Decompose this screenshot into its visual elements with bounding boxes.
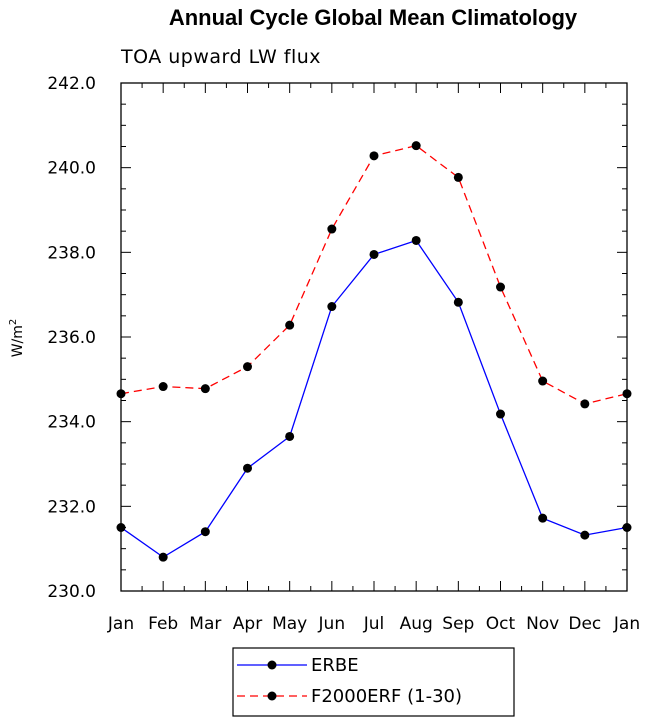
series-marker-1 (285, 320, 295, 330)
x-tick-label: Jan (107, 614, 134, 634)
plot-frame (120, 82, 628, 592)
series-marker-0 (453, 297, 463, 307)
chart-title: Annual Cycle Global Mean Climatology (169, 5, 578, 30)
series-marker-1 (243, 362, 252, 372)
x-tick-label: Nov (526, 614, 559, 634)
series-line-1 (120, 144, 628, 405)
y-tick-label: 230.0 (47, 582, 96, 602)
legend-label-f2000erf: F2000ERF (1-30) (311, 686, 462, 707)
series-marker-0 (200, 527, 210, 537)
x-tick-label: Aug (400, 614, 433, 634)
series-marker-1 (158, 382, 168, 392)
legend-marker-erbe (267, 660, 277, 670)
x-tick-label: Mar (189, 614, 221, 634)
chart-subtitle: TOA upward LW flux (120, 46, 321, 68)
series-marker-0 (243, 463, 252, 473)
x-tick-label: Sep (442, 614, 474, 634)
series-marker-1 (538, 376, 548, 386)
series-marker-1 (496, 282, 505, 292)
y-tick-label: 234.0 (47, 413, 96, 433)
y-tick-labels: 230.0 232.0 234.0 236.0 238.0 240.0 242.0 (47, 74, 96, 602)
x-tick-labels: Jan Feb Mar Apr May Jun Jul Aug Sep Oct Nov Dec Jan (107, 614, 640, 634)
legend-box (232, 647, 515, 717)
y-tick-label: 236.0 (47, 328, 96, 348)
series-marker-0 (285, 431, 295, 441)
series-marker-0 (158, 552, 168, 562)
y-tick-label: 232.0 (47, 497, 96, 517)
x-tick-label: Jan (613, 614, 640, 634)
x-tick-label: Apr (233, 614, 262, 634)
axis-ticks (120, 82, 628, 592)
legend: ERBE F2000ERF (1-30) (232, 647, 515, 717)
legend-label-erbe: ERBE (311, 655, 359, 676)
series-marker-1 (369, 151, 379, 161)
x-tick-label: Oct (486, 614, 516, 634)
series-marker-0 (327, 302, 337, 312)
x-tick-label: May (272, 614, 307, 634)
series-marker-0 (411, 235, 421, 245)
y-tick-label: 242.0 (47, 74, 96, 94)
series-marker-0 (369, 249, 379, 259)
series-line-0 (120, 239, 628, 558)
x-tick-label: Jun (318, 614, 346, 634)
series-marker-1 (411, 141, 421, 151)
y-tick-label: 240.0 (47, 159, 96, 179)
series-marker-1 (327, 224, 337, 234)
series-marker-1 (200, 384, 210, 394)
series-marker-0 (538, 513, 548, 523)
x-tick-label: Dec (568, 614, 601, 634)
x-tick-label: Feb (148, 614, 178, 634)
x-tick-label: Jul (363, 614, 385, 634)
series-marker-0 (496, 409, 505, 419)
plot-series (116, 141, 632, 562)
y-axis-label: W/m2 (8, 319, 26, 358)
series-marker-1 (580, 399, 590, 409)
series-marker-1 (453, 172, 463, 182)
y-tick-label: 238.0 (47, 243, 96, 263)
legend-marker-f2000erf (267, 691, 277, 701)
series-marker-0 (580, 530, 590, 540)
